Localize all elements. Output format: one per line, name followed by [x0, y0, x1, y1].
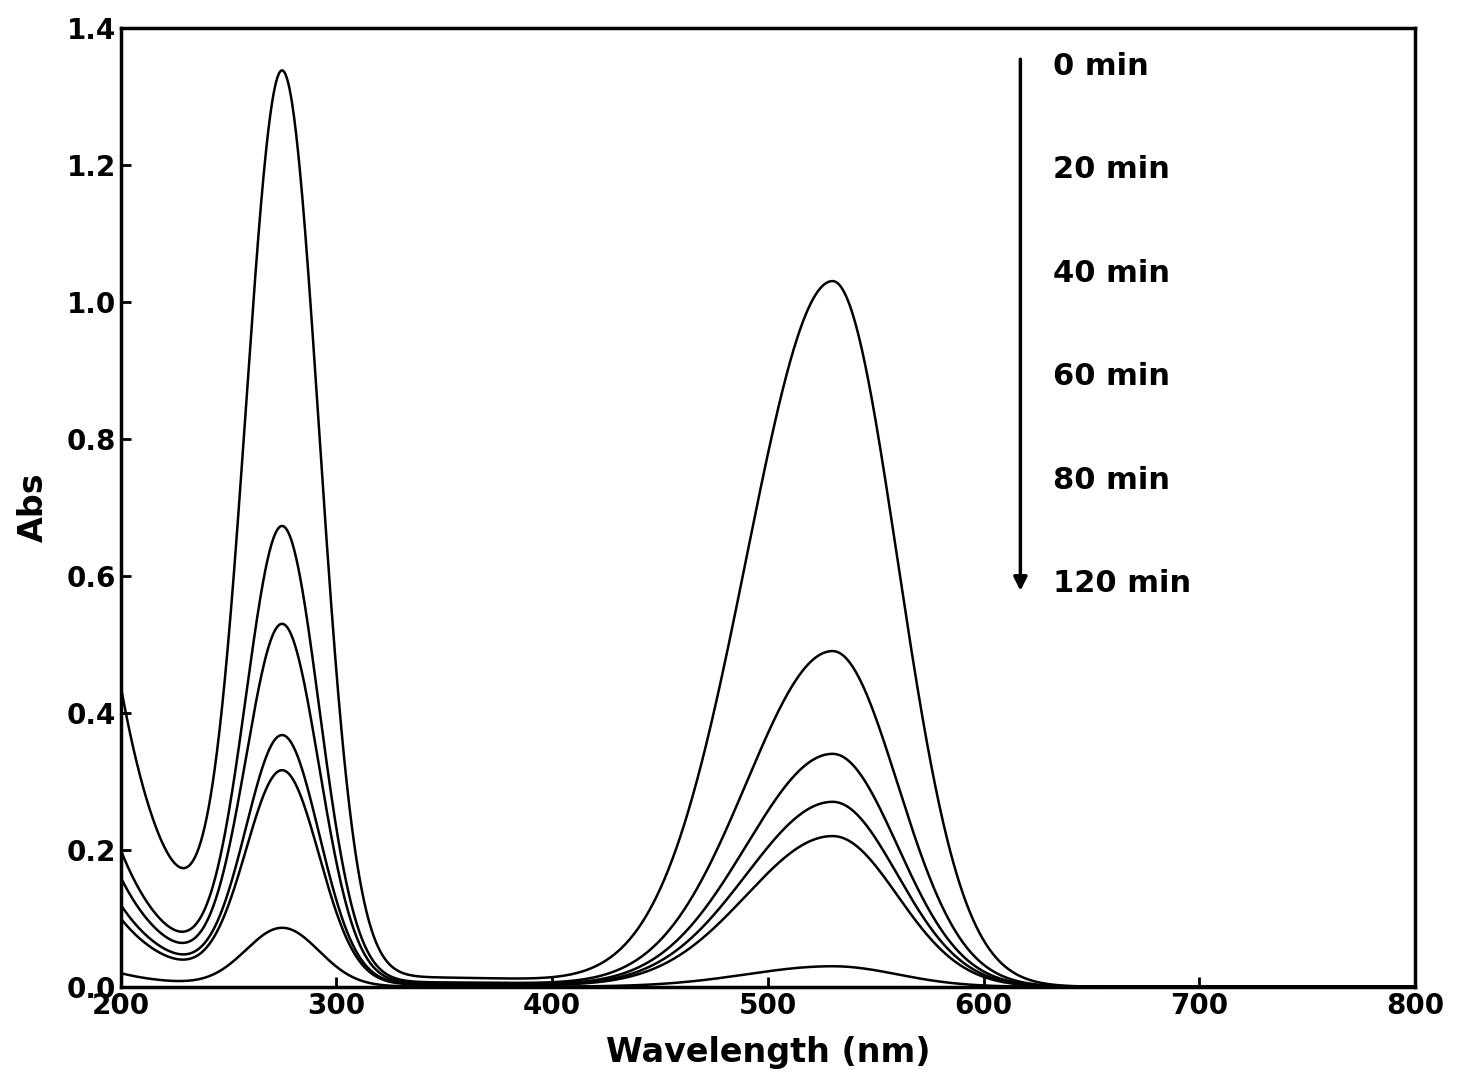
Text: 20 min: 20 min [1053, 155, 1170, 185]
X-axis label: Wavelength (nm): Wavelength (nm) [606, 1036, 931, 1070]
Text: 40 min: 40 min [1053, 258, 1170, 288]
Y-axis label: Abs: Abs [16, 472, 50, 542]
Text: 0 min: 0 min [1053, 51, 1148, 80]
Text: 80 min: 80 min [1053, 466, 1170, 495]
Text: 60 min: 60 min [1053, 363, 1170, 391]
Text: 120 min: 120 min [1053, 569, 1191, 598]
